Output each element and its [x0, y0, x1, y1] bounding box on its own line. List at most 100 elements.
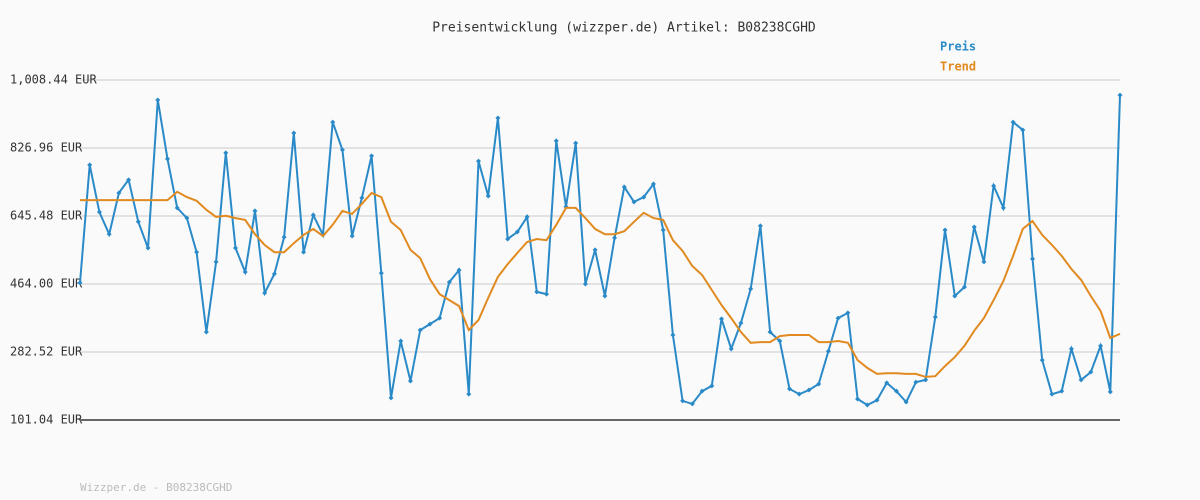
chart-title: Preisentwicklung (wizzper.de) Artikel: B… [432, 21, 816, 36]
point-marker [573, 140, 579, 146]
point-marker [757, 223, 763, 229]
point-marker [738, 320, 744, 326]
point-marker [893, 388, 899, 394]
point-marker [524, 214, 530, 220]
point-marker [864, 402, 870, 408]
point-marker [971, 224, 977, 230]
point-marker [407, 378, 413, 384]
point-marker [310, 212, 316, 218]
point-marker [932, 314, 938, 320]
point-marker [164, 156, 170, 162]
point-marker [534, 289, 540, 295]
y-tick-label: 645.48 EUR [10, 209, 83, 223]
point-marker [213, 259, 219, 265]
point-marker [388, 395, 394, 401]
point-marker [427, 321, 433, 327]
point-marker [612, 235, 618, 241]
point-marker [223, 150, 229, 156]
point-marker [135, 219, 141, 225]
point-marker [349, 233, 355, 239]
point-marker [116, 190, 122, 196]
point-marker [485, 193, 491, 199]
point-marker [87, 162, 93, 168]
footer: Wizzper.de - B08238CGHD [80, 481, 232, 494]
point-marker [767, 329, 773, 335]
legend-label: Preis [940, 40, 976, 54]
point-marker [1059, 388, 1065, 394]
point-marker [369, 153, 375, 159]
point-marker [582, 281, 588, 287]
point-marker [378, 270, 384, 276]
point-marker [233, 245, 239, 251]
point-marker [155, 97, 161, 103]
point-marker [1068, 346, 1074, 352]
point-marker [398, 338, 404, 344]
point-marker [855, 396, 861, 402]
point-marker [505, 236, 511, 242]
point-marker [650, 181, 656, 187]
y-tick-label: 464.00 EUR [10, 277, 83, 291]
point-marker [1039, 357, 1045, 363]
point-marker [339, 147, 345, 153]
point-marker [456, 267, 462, 273]
point-marker [1020, 127, 1026, 133]
point-marker [806, 387, 812, 393]
point-marker [903, 399, 909, 405]
point-marker [874, 397, 880, 403]
point-marker [437, 315, 443, 321]
point-marker [884, 380, 890, 386]
point-marker [1010, 119, 1016, 125]
point-marker [291, 130, 297, 136]
point-marker [942, 227, 948, 233]
point-marker [660, 227, 666, 233]
point-marker [1000, 205, 1006, 211]
legend-label: Trend [940, 60, 976, 74]
point-marker [592, 247, 598, 253]
series-line [79, 95, 1121, 407]
point-marker [1117, 92, 1123, 98]
point-marker [446, 279, 452, 285]
point-marker [145, 245, 151, 251]
point-marker [816, 381, 822, 387]
point-marker [271, 271, 277, 277]
point-marker [835, 315, 841, 321]
point-marker [466, 391, 472, 397]
point-marker [709, 383, 715, 389]
point-marker [476, 158, 482, 164]
point-marker [1107, 389, 1113, 395]
point-marker [952, 293, 958, 299]
point-marker [961, 284, 967, 290]
point-marker [96, 209, 102, 215]
point-marker [553, 138, 559, 144]
point-marker [689, 401, 695, 407]
point-marker [923, 377, 929, 383]
point-marker [728, 346, 734, 352]
point-marker [514, 229, 520, 235]
point-marker [359, 195, 365, 201]
y-tick-label: 1,008.44 EUR [10, 73, 97, 87]
point-marker [203, 329, 209, 335]
point-marker [621, 184, 627, 190]
y-tick-label: 101.04 EUR [10, 413, 83, 427]
point-marker [330, 119, 336, 125]
point-marker [796, 391, 802, 397]
point-marker [174, 205, 180, 211]
series-line [80, 190, 1121, 378]
point-marker [981, 259, 987, 265]
point-marker [495, 115, 501, 121]
point-marker [699, 388, 705, 394]
point-marker [242, 269, 248, 275]
point-marker [184, 215, 190, 221]
point-marker [641, 194, 647, 200]
point-marker [631, 199, 637, 205]
point-marker [1078, 377, 1084, 383]
point-marker [991, 183, 997, 189]
point-marker [544, 291, 550, 297]
point-marker [77, 280, 83, 286]
point-marker [417, 327, 423, 333]
point-marker [913, 379, 919, 385]
point-marker [602, 293, 608, 299]
point-marker [777, 338, 783, 344]
